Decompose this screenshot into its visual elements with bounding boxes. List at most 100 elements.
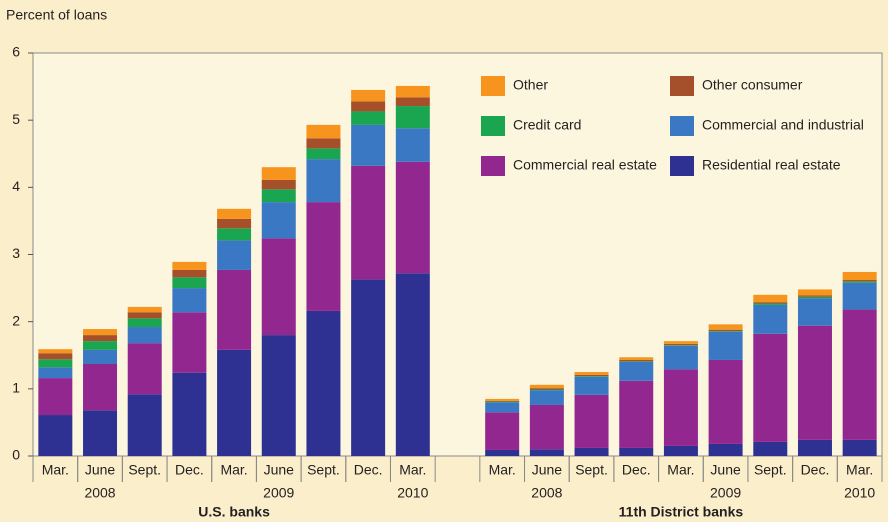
legend-label: Other consumer [702,77,803,93]
bar-segment [306,148,341,160]
bar-segment [619,361,654,362]
bar-segment [306,159,341,203]
bar-segment [619,380,654,448]
x-tick-label: Mar. [846,462,873,478]
x-tick-label: Dec. [175,462,204,478]
year-label: 2009 [710,485,741,501]
bar-segment [127,306,162,313]
bar-segment [708,359,743,444]
bar-segment [38,359,73,368]
year-label: 2008 [84,485,115,501]
bar-segment [842,271,877,281]
bar-segment [797,289,832,296]
bar-segment [619,361,654,381]
x-tick-label: Mar. [667,462,694,478]
bar-segment [395,161,430,274]
bar-segment [127,327,162,344]
bar-segment [663,341,698,344]
x-tick-label: Dec. [354,462,383,478]
bar-segment [842,282,877,310]
year-label: 2010 [397,485,428,501]
bar-segment [83,410,118,456]
year-label: 2008 [531,485,562,501]
bar-segment [485,412,520,450]
bar-segment [395,128,430,162]
bar-segment [708,331,743,332]
y-tick-label: 2 [12,312,20,328]
bar-segment [261,189,296,203]
bar-segment [351,279,386,456]
bar-segment [663,345,698,370]
bar-segment [574,374,609,377]
bar-segment [261,238,296,336]
bar-segment [83,363,118,411]
bar-segment [485,398,520,401]
bar-segment [797,295,832,297]
bar-segment [261,335,296,456]
bar-segment [529,449,564,456]
bar-segment [83,349,118,364]
legend-swatch [670,116,694,136]
bar-segment [619,357,654,360]
y-tick-label: 3 [12,245,20,261]
bar-segment [574,372,609,375]
bar-segment [172,312,207,373]
group-label: 11th District banks [619,504,744,520]
bar-segment [38,353,73,360]
bar-segment [261,167,296,180]
bar-segment [529,388,564,390]
bar-segment [83,335,118,342]
bar-segment [663,345,698,346]
x-tick-label: June [85,462,116,478]
bar-segment [663,369,698,446]
bar-segment [842,281,877,283]
x-tick-label: Sept. [575,462,608,478]
bar-segment [753,441,788,456]
bar-segment [485,449,520,456]
bar-segment [217,240,252,270]
bar-segment [172,288,207,313]
bar-segment [485,400,520,402]
bar-segment [708,331,743,360]
legend-swatch [670,156,694,176]
bar-segment [708,329,743,332]
bar-segment [574,376,609,377]
bar-segment [351,165,386,280]
bar-segment [708,324,743,330]
legend-swatch [481,156,505,176]
bar-segment [217,349,252,456]
bar-segment [708,443,743,456]
bar-segment [38,349,73,354]
bar-segment [261,179,296,190]
bar-segment [351,89,386,102]
bar-segment [797,439,832,456]
x-tick-label: Mar. [220,462,247,478]
bar-segment [395,85,430,98]
x-tick-label: Sept. [307,462,340,478]
bar-segment [619,447,654,456]
x-tick-label: Sept. [754,462,787,478]
legend-label: Residential real estate [702,157,841,173]
x-tick-label: June [710,462,741,478]
bar-segment [485,402,520,413]
bar-segment [172,261,207,270]
bar-segment [217,218,252,229]
bar-segment [753,304,788,334]
bar-segment [127,343,162,395]
bar-segment [395,97,430,107]
bar-segment [217,269,252,350]
y-tick-label: 0 [12,447,20,463]
bar-segment [842,439,877,456]
bar-segment [172,269,207,278]
group-label: U.S. banks [198,504,270,520]
bar-segment [529,404,564,450]
bar-segment [753,333,788,442]
x-tick-label: Mar. [42,462,69,478]
y-axis-label: Percent of loans [6,7,107,23]
x-tick-label: Mar. [489,462,516,478]
bar-segment [172,372,207,456]
x-tick-label: Dec. [622,462,651,478]
bar-segment [217,228,252,241]
bar-segment [753,294,788,303]
